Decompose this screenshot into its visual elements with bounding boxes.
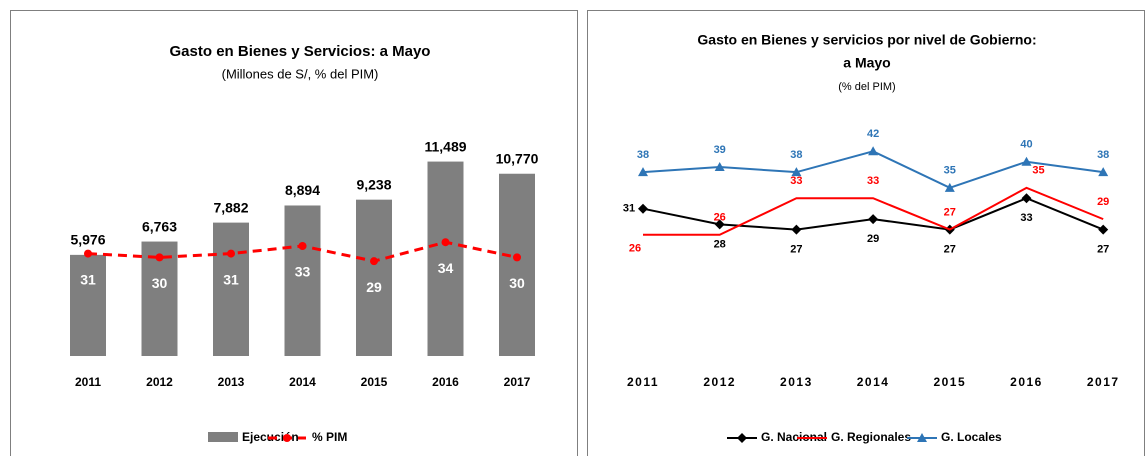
value-label: 35 <box>1032 165 1044 177</box>
x-tick-label: 2011 <box>627 375 659 389</box>
value-label: 38 <box>790 149 802 161</box>
value-label: 33 <box>790 175 802 187</box>
legend-swatch <box>208 432 238 442</box>
value-label: 42 <box>867 128 879 140</box>
value-label: 35 <box>944 165 956 177</box>
value-label: 5,976 <box>70 232 105 248</box>
value-label: 10,770 <box>496 150 539 166</box>
legend-label: G. Nacional <box>761 430 827 444</box>
panel <box>10 10 578 456</box>
marker <box>714 161 725 171</box>
x-tick-label: 2016 <box>432 375 459 389</box>
bar <box>213 222 249 356</box>
value-label: 31 <box>223 271 239 287</box>
marker <box>714 219 725 230</box>
marker <box>1021 193 1032 204</box>
x-tick-label: 2014 <box>857 375 890 389</box>
x-tick-label: 2012 <box>703 375 736 389</box>
value-label: 33 <box>295 264 311 280</box>
value-label: 9,238 <box>356 176 391 192</box>
value-label: 28 <box>714 238 726 250</box>
marker <box>1098 224 1109 235</box>
marker <box>944 182 955 192</box>
x-tick-label: 2015 <box>933 375 966 389</box>
marker <box>84 249 92 258</box>
marker <box>791 224 802 235</box>
value-label: 29 <box>366 279 382 295</box>
chart-title: Gasto en Bienes y servicios por nivel de… <box>697 32 1036 48</box>
value-label: 7,882 <box>213 199 248 215</box>
marker <box>513 253 521 262</box>
chart-note: (% del PIM) <box>838 81 895 93</box>
bar <box>356 199 392 356</box>
value-label: 40 <box>1020 139 1032 151</box>
marker <box>1098 167 1109 177</box>
value-label: 30 <box>509 275 525 291</box>
x-tick-label: 2014 <box>289 375 316 389</box>
marker <box>441 238 450 247</box>
marker <box>868 146 879 156</box>
value-label: 33 <box>867 175 879 187</box>
bar <box>70 254 106 356</box>
x-tick-label: 2011 <box>75 375 101 389</box>
value-label: 39 <box>714 144 726 156</box>
legend-label: % PIM <box>312 430 347 444</box>
marker <box>1021 156 1032 166</box>
x-tick-label: 2017 <box>504 375 531 389</box>
bar <box>284 205 321 356</box>
value-label: 27 <box>944 243 956 255</box>
bar <box>499 173 535 356</box>
value-label: 29 <box>867 233 879 245</box>
x-tick-label: 2012 <box>146 375 173 389</box>
value-label: 27 <box>944 206 956 218</box>
value-label: 8,894 <box>285 182 320 198</box>
legend-label: G. Locales <box>941 430 1002 444</box>
value-label: 27 <box>790 243 802 255</box>
x-tick-label: 2013 <box>780 375 813 389</box>
value-label: 34 <box>438 260 454 276</box>
chart-subtitle: a Mayo <box>843 55 890 71</box>
value-label: 29 <box>1097 196 1109 208</box>
marker <box>283 434 291 442</box>
marker <box>737 433 747 443</box>
marker <box>791 167 802 177</box>
marker <box>370 257 378 266</box>
value-label: 38 <box>637 149 649 161</box>
value-label: 26 <box>714 212 726 224</box>
value-label: 33 <box>1020 212 1032 224</box>
bar <box>427 161 464 356</box>
value-label: 27 <box>1097 243 1109 255</box>
line <box>643 186 1104 236</box>
x-tick-label: 2016 <box>1010 375 1043 389</box>
value-label: 11,489 <box>424 138 466 154</box>
marker <box>227 249 235 258</box>
x-tick-label: 2013 <box>218 375 245 389</box>
marker <box>155 253 164 262</box>
chart-title: Gasto en Bienes y Servicios: a Mayo <box>170 43 431 60</box>
value-label: 6,763 <box>142 218 177 234</box>
value-label: 38 <box>1097 149 1109 161</box>
line <box>642 197 1104 231</box>
chart-subtitle: (Millones de S/, % del PIM) <box>222 66 379 81</box>
value-label: 26 <box>629 243 641 255</box>
legend-label: G. Regionales <box>831 430 911 444</box>
marker <box>917 433 927 442</box>
marker <box>638 203 648 214</box>
value-label: 31 <box>623 203 635 215</box>
marker <box>298 242 307 250</box>
marker <box>638 167 648 177</box>
x-tick-label: 2015 <box>361 375 388 389</box>
value-label: 30 <box>152 275 168 291</box>
x-tick-label: 2017 <box>1087 375 1120 389</box>
value-label: 31 <box>80 271 96 287</box>
marker <box>868 214 879 225</box>
